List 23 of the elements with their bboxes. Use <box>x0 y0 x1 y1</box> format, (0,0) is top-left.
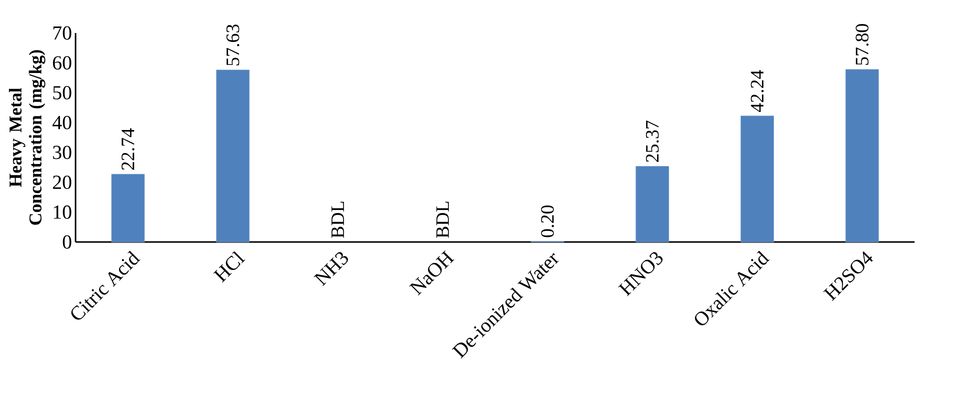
x-tick-label: HCl <box>213 251 246 283</box>
data-label: 22.74 <box>122 128 134 170</box>
y-tick-label: 50 <box>53 86 72 100</box>
text: BDL <box>436 202 449 238</box>
y-tick-label: 70 <box>53 26 72 40</box>
data-label: 57.80 <box>856 24 869 65</box>
y-axis-title: Heavy Metal Concentration (mg/kg) <box>8 50 46 225</box>
y-tick-label: 60 <box>52 56 72 70</box>
data-label: 57.63 <box>226 24 240 66</box>
data-label: 25.37 <box>646 120 659 162</box>
data-label: 0.20 <box>541 205 554 238</box>
y-tick-label: 20 <box>52 176 72 189</box>
y-tick-label: 30 <box>53 146 72 160</box>
y-tick-label: 10 <box>54 205 72 219</box>
bar <box>636 166 670 242</box>
data-label: 42.24 <box>750 70 764 112</box>
bar <box>111 174 145 242</box>
bar <box>845 69 879 242</box>
y-tick-label: 40 <box>52 116 72 130</box>
bar <box>216 70 250 242</box>
y-tick-label: 0 <box>62 235 72 249</box>
bar <box>740 116 774 242</box>
text: BDL <box>332 202 344 238</box>
